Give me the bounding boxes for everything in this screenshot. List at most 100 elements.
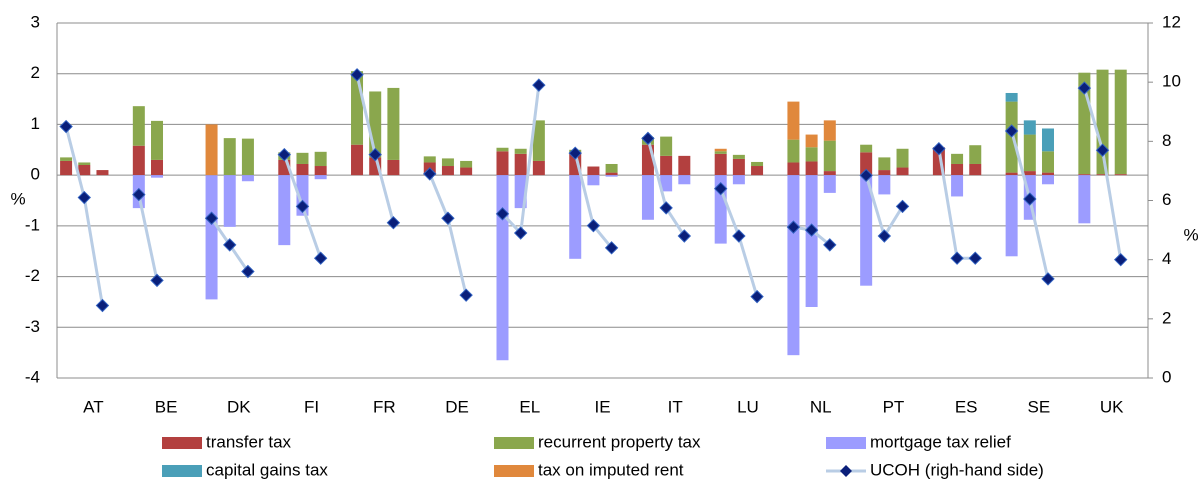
line-marker bbox=[586, 218, 601, 233]
legend-label: UCOH (righ-hand side) bbox=[870, 460, 1044, 479]
bar-segment bbox=[605, 163, 618, 173]
bar-segment bbox=[714, 153, 727, 176]
line-marker bbox=[495, 207, 510, 221]
line-marker bbox=[313, 251, 328, 265]
y-tick-label: 2 bbox=[31, 63, 40, 82]
line-marker bbox=[386, 215, 401, 230]
bar-segment bbox=[1005, 172, 1018, 176]
line-marker bbox=[532, 78, 546, 92]
bar-segment bbox=[896, 167, 909, 176]
line-marker bbox=[641, 131, 655, 146]
bar-segment bbox=[1078, 175, 1091, 224]
legend-swatch bbox=[162, 437, 202, 449]
line-marker bbox=[1004, 124, 1019, 138]
y-axis-label: % bbox=[10, 189, 25, 208]
bar-segment bbox=[496, 175, 509, 361]
bar-segment bbox=[787, 175, 800, 356]
line-marker bbox=[659, 201, 673, 215]
bar-segment bbox=[805, 175, 818, 307]
bar-segment bbox=[787, 162, 800, 176]
line-marker bbox=[713, 181, 728, 196]
bar-segment bbox=[1114, 174, 1127, 176]
x-tick-label: FR bbox=[373, 397, 396, 416]
bar-segment bbox=[787, 139, 800, 163]
bar-segment bbox=[660, 175, 673, 192]
line-marker bbox=[59, 119, 73, 134]
bar-segment bbox=[1041, 175, 1054, 185]
bar-segment bbox=[587, 175, 600, 186]
bar-segment bbox=[532, 160, 545, 176]
bar-segment bbox=[805, 147, 818, 162]
bar-segment bbox=[205, 175, 218, 300]
bar-segment bbox=[605, 175, 618, 177]
bar-segment bbox=[387, 87, 400, 160]
line-marker bbox=[750, 289, 764, 304]
bar-segment bbox=[514, 153, 527, 176]
bar-segment bbox=[860, 175, 873, 286]
bar-segment bbox=[587, 166, 600, 176]
line-marker bbox=[823, 238, 837, 252]
bar-segment bbox=[1041, 151, 1054, 173]
y-tick-label: -4 bbox=[25, 367, 40, 386]
legend-label: mortgage tax relief bbox=[870, 432, 1011, 451]
line-marker bbox=[459, 288, 473, 302]
line-marker bbox=[441, 211, 455, 225]
line-marker bbox=[241, 264, 255, 279]
bar-segment bbox=[732, 154, 745, 159]
y2-tick-label: 6 bbox=[1162, 190, 1171, 209]
bar-segment bbox=[351, 71, 364, 145]
y-tick-label: 0 bbox=[31, 165, 40, 184]
bar-segment bbox=[78, 162, 91, 165]
bar-segment bbox=[805, 161, 818, 176]
bar-segment bbox=[660, 136, 673, 156]
line-marker bbox=[295, 199, 310, 214]
line-marker bbox=[204, 211, 219, 225]
legend-label: capital gains tax bbox=[206, 460, 328, 479]
x-tick-label: LU bbox=[737, 397, 759, 416]
bar-segment bbox=[805, 134, 818, 148]
line-marker bbox=[350, 68, 364, 82]
x-tick-label: IE bbox=[594, 397, 610, 416]
bar-segment bbox=[96, 170, 109, 176]
bar-segment bbox=[605, 172, 618, 176]
line-marker bbox=[150, 273, 164, 288]
y-tick-label: 3 bbox=[31, 12, 40, 31]
bar-segment bbox=[951, 163, 964, 176]
line-piece bbox=[137, 194, 159, 281]
bar-segment bbox=[223, 138, 236, 176]
x-tick-label: PT bbox=[883, 397, 905, 416]
bar-segment bbox=[751, 161, 764, 167]
bar-segment bbox=[732, 158, 745, 176]
legend-label: tax on imputed rent bbox=[538, 460, 684, 479]
x-tick-label: BE bbox=[155, 397, 178, 416]
line-marker bbox=[877, 229, 892, 243]
line-marker bbox=[932, 142, 946, 156]
bar-segment bbox=[532, 120, 545, 161]
legend-swatch bbox=[494, 465, 534, 477]
line-marker bbox=[423, 167, 437, 181]
bar-segment bbox=[241, 138, 254, 176]
line-marker bbox=[277, 147, 291, 162]
bar-segment bbox=[441, 166, 454, 176]
line-marker bbox=[223, 238, 237, 252]
bar-segment bbox=[241, 175, 254, 182]
bar-segment bbox=[878, 170, 891, 176]
y2-axis-label: % bbox=[1183, 225, 1198, 244]
bar-segment bbox=[60, 160, 73, 176]
bar-segment bbox=[878, 157, 891, 171]
y2-tick-label: 0 bbox=[1162, 367, 1171, 386]
bar-segment bbox=[223, 175, 236, 227]
bar-segment bbox=[660, 155, 673, 176]
x-tick-label: DK bbox=[227, 397, 251, 416]
line-marker bbox=[968, 251, 982, 265]
line-marker bbox=[950, 251, 964, 265]
bar-segment bbox=[460, 167, 473, 176]
x-tick-label: FI bbox=[304, 397, 319, 416]
bar-segment bbox=[860, 144, 873, 153]
bar-segment bbox=[151, 120, 164, 160]
bar-segment bbox=[823, 120, 836, 141]
x-tick-label: ES bbox=[955, 397, 978, 416]
x-tick-label: EL bbox=[519, 397, 540, 416]
bar-segment bbox=[751, 166, 764, 176]
bar-segment bbox=[732, 175, 745, 185]
